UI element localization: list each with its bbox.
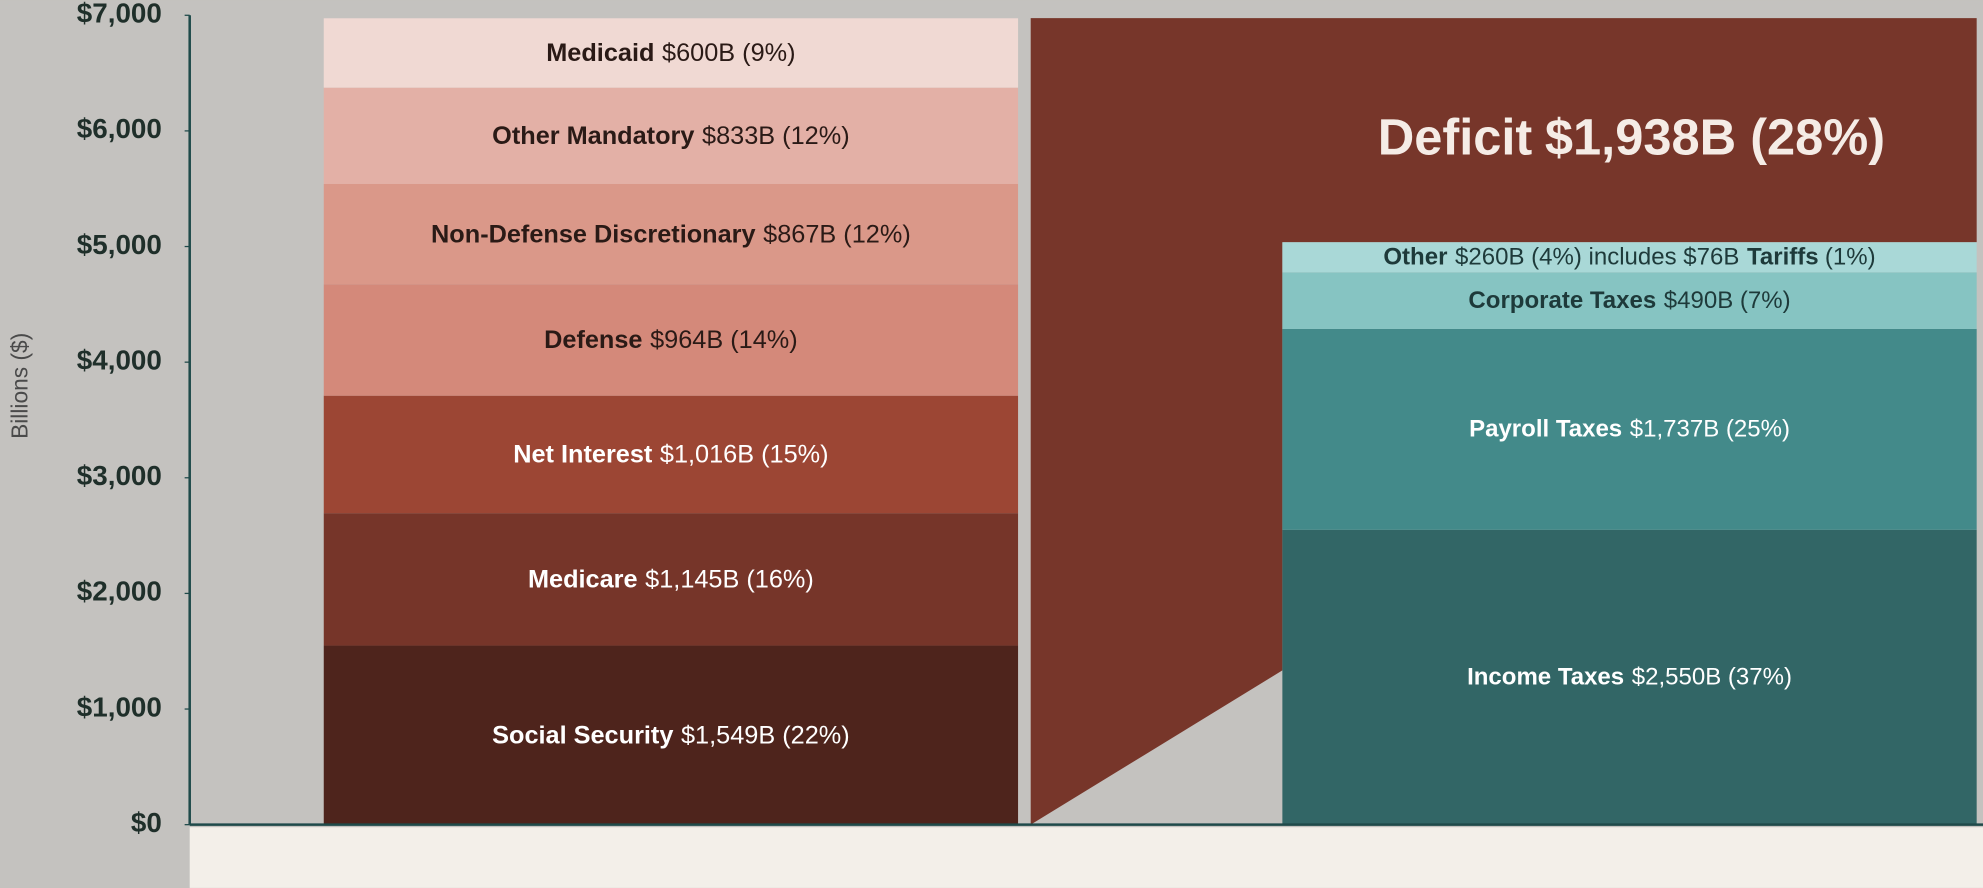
deficit-name: Deficit bbox=[1378, 109, 1533, 166]
bar-segment bbox=[323, 18, 1019, 88]
deficit-area bbox=[1030, 18, 1977, 825]
segment-name: Corporate Taxes bbox=[1468, 287, 1656, 314]
segment-name: Social Security bbox=[492, 721, 673, 749]
y-tick-label: $3,000 bbox=[77, 460, 162, 491]
segment-label: Other $260B (4%) includes $76B Tariffs (1%) bbox=[1383, 244, 1875, 271]
segment-label: Corporate Taxes $490B (7%) bbox=[1468, 287, 1790, 314]
y-tick-label: $6,000 bbox=[77, 113, 162, 144]
y-tick-label: $1,000 bbox=[77, 691, 162, 722]
segment-label: Income Taxes $2,550B (37%) bbox=[1467, 664, 1792, 691]
segment-name: Income Taxes bbox=[1467, 664, 1624, 691]
segment-value-label: $833B (12%) bbox=[702, 122, 850, 150]
segment-label: Defense $964B (14%) bbox=[544, 326, 798, 354]
y-axis-label: Billions ($) bbox=[7, 333, 33, 439]
deficit-label: Deficit $1,938B (28%) bbox=[1378, 109, 1885, 166]
segment-value-label: $1,737B (25%) bbox=[1630, 416, 1790, 443]
segment-name: Medicare bbox=[528, 565, 638, 593]
bar-segment bbox=[1282, 272, 1977, 329]
y-tick-label: $0 bbox=[131, 807, 162, 838]
bar-segment bbox=[1282, 529, 1977, 825]
y-tick-label: $7,000 bbox=[77, 0, 162, 29]
deficit-value-label: $1,938B (28%) bbox=[1545, 109, 1885, 166]
segment-name: Non-Defense Discretionary bbox=[431, 220, 756, 248]
segment-name: Other Mandatory bbox=[492, 122, 694, 150]
segment-label: Other Mandatory $833B (12%) bbox=[492, 122, 849, 150]
segment-value-label: $867B (12%) bbox=[763, 220, 911, 248]
segment-value-label: $600B (9%) bbox=[662, 39, 796, 67]
segment-value-label: $490B (7%) bbox=[1664, 287, 1791, 314]
segment-name: Medicaid bbox=[546, 39, 654, 67]
tariff-label: (1%) bbox=[1825, 244, 1876, 271]
bar-segment bbox=[323, 87, 1019, 184]
bar-segment bbox=[323, 395, 1019, 514]
bar-segment bbox=[1282, 328, 1977, 530]
segment-value-label: $1,016B (15%) bbox=[660, 440, 829, 468]
segment-name: Defense bbox=[544, 326, 642, 354]
segment-name: Payroll Taxes bbox=[1469, 416, 1622, 443]
bar-segment bbox=[323, 183, 1019, 285]
segment-name: Other bbox=[1383, 244, 1447, 271]
segment-label: Payroll Taxes $1,737B (25%) bbox=[1469, 416, 1790, 443]
segment-label: Medicare $1,145B (16%) bbox=[528, 565, 814, 593]
segment-label: Net Interest $1,016B (15%) bbox=[513, 440, 828, 468]
segment-label: Social Security $1,549B (22%) bbox=[492, 721, 850, 749]
bar-segment bbox=[323, 645, 1019, 825]
segment-value-label: $964B (14%) bbox=[650, 326, 798, 354]
segment-label: Medicaid $600B (9%) bbox=[546, 39, 795, 67]
footer-strip bbox=[189, 827, 1983, 888]
tariff-name: Tariffs bbox=[1747, 244, 1819, 271]
segment-value-label: $1,549B (22%) bbox=[681, 721, 850, 749]
segment-value-label: $260B (4%) includes $76B bbox=[1455, 244, 1739, 271]
segment-name: Net Interest bbox=[513, 440, 653, 468]
bar-segment bbox=[323, 284, 1019, 396]
y-tick-label: $2,000 bbox=[77, 576, 162, 607]
bar-segment bbox=[323, 513, 1019, 646]
segment-label: Non-Defense Discretionary $867B (12%) bbox=[431, 220, 911, 248]
y-tick-label: $5,000 bbox=[77, 229, 162, 260]
segment-value-label: $1,145B (16%) bbox=[645, 565, 814, 593]
y-tick-label: $4,000 bbox=[77, 345, 162, 376]
bar-segment bbox=[1282, 242, 1977, 273]
segment-value-label: $2,550B (37%) bbox=[1632, 664, 1792, 691]
